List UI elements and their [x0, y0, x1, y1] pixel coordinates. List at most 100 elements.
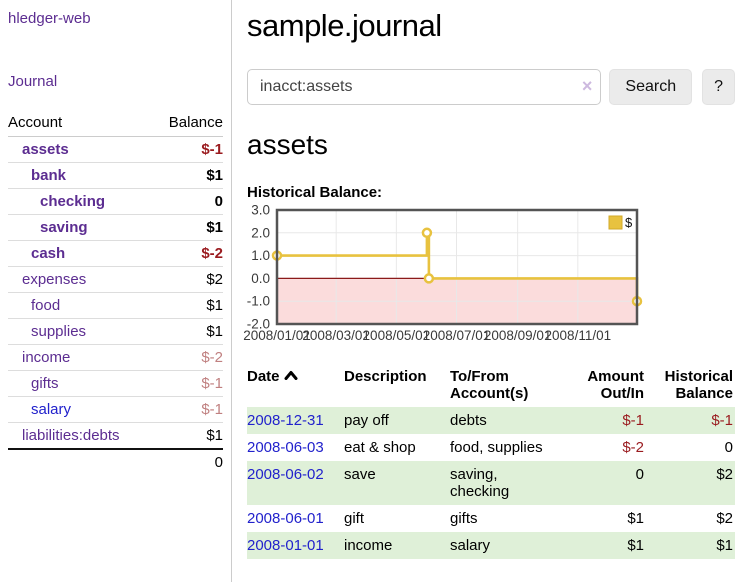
description-cell: gift	[344, 510, 365, 527]
description-cell: save	[344, 466, 376, 483]
brand-link[interactable]: hledger-web	[8, 10, 91, 27]
register-row: 2008-06-01 gift gifts $1 $2	[247, 505, 735, 532]
balance-cell: $2	[716, 510, 733, 527]
register-row: 2008-06-03 eat & shop food, supplies $-2 0	[247, 434, 735, 461]
account-link[interactable]: assets	[22, 141, 69, 158]
account-row: supplies $1	[8, 318, 223, 345]
accounts-header-row: Account Balance	[8, 111, 223, 137]
account-row: liabilities:debts $1	[8, 422, 223, 450]
legend-label: $	[625, 215, 633, 230]
x-axis-tick-label: 2008/01/01	[243, 328, 311, 343]
transaction-date-link[interactable]: 2008-12-31	[247, 412, 324, 429]
accounts-cell: salary	[450, 537, 491, 554]
account-link[interactable]: food	[31, 297, 61, 314]
register-row: 2008-12-31 pay off debts $-1 $-1	[247, 407, 735, 434]
x-axis-tick-label: 2008/05/01	[363, 328, 431, 343]
search-input[interactable]	[247, 69, 602, 105]
account-heading: assets	[247, 129, 328, 160]
account-row: salary $-1	[8, 396, 223, 423]
accounts-table: Account Balance assets $-1 bank $1 checking 0…	[8, 111, 223, 475]
account-row: saving $1	[8, 214, 223, 241]
account-balance: $-2	[152, 344, 223, 371]
x-axis-tick-label: 2008/03/01	[302, 328, 370, 343]
account-row: income $-2	[8, 344, 223, 371]
y-axis-tick-label: 0.0	[251, 271, 270, 286]
register-table: Date Description To/From Account(s) Amou…	[247, 365, 735, 559]
account-row: cash $-2	[8, 240, 223, 267]
register-header-description: Description	[344, 368, 427, 385]
main-panel: sample.journal × Search ? assets Histori…	[243, 0, 735, 559]
search-input-wrap: ×	[247, 69, 602, 105]
plot-border	[275, 208, 639, 326]
register-row: 2008-01-01 income salary $1 $1	[247, 532, 735, 559]
accounts-total-value: 0	[152, 448, 223, 475]
y-axis-tick-label: -1.0	[247, 294, 270, 309]
account-link[interactable]: saving	[40, 219, 88, 236]
amount-cell: $1	[627, 510, 644, 527]
data-point-marker	[423, 273, 435, 284]
transaction-date-link[interactable]: 2008-06-01	[247, 510, 324, 527]
search-button[interactable]: Search	[609, 69, 693, 105]
accounts-cell: gifts	[450, 510, 478, 527]
y-axis-tick-label: -2.0	[247, 317, 270, 332]
account-link[interactable]: expenses	[22, 271, 87, 288]
account-link[interactable]: gifts	[31, 375, 59, 392]
account-balance: $2	[152, 266, 223, 293]
register-header-amount: Amount Out/In	[587, 368, 644, 402]
account-link[interactable]: supplies	[31, 323, 87, 340]
help-button[interactable]: ?	[702, 69, 735, 105]
transaction-date-link[interactable]: 2008-06-02	[247, 466, 324, 483]
account-balance: $-1	[152, 136, 223, 163]
y-axis-tick-label: 2.0	[251, 225, 270, 240]
search-form: × Search ?	[247, 69, 735, 105]
account-balance: $1	[152, 422, 223, 450]
balance-cell: 0	[724, 439, 733, 456]
y-axis-tick-label: 3.0	[251, 203, 270, 218]
account-row: expenses $2	[8, 266, 223, 293]
accounts-total-row: 0	[8, 448, 223, 475]
accounts-cell: saving, checking	[450, 466, 510, 500]
page-title: sample.journal	[247, 8, 442, 43]
account-balance: $-1	[152, 396, 223, 423]
balance-chart-svg: $3.0 2.0 1.0 0.0 -1.0 -2.02008/01/012008/03/0…	[243, 203, 643, 343]
amount-cell: $-2	[622, 439, 644, 456]
register-header-accounts: To/From Account(s)	[450, 368, 529, 402]
account-balance: $1	[152, 318, 223, 345]
accounts-cell: food, supplies	[450, 439, 543, 456]
chart-title: Historical Balance:	[247, 184, 383, 201]
account-link[interactable]: liabilities:debts	[22, 427, 120, 444]
amount-cell: 0	[635, 466, 644, 483]
transaction-date-link[interactable]: 2008-06-03	[247, 439, 324, 456]
sort-ascending-caret-icon	[284, 371, 298, 380]
x-axis-tick-label: 2008/09/01	[484, 328, 552, 343]
account-link[interactable]: income	[22, 349, 71, 366]
transaction-date-link[interactable]: 2008-01-01	[247, 537, 324, 554]
register-header-row: Date Description To/From Account(s) Amou…	[247, 365, 735, 407]
sidebar-item-journal[interactable]: Journal	[8, 73, 58, 90]
balance-cell: $2	[716, 466, 733, 483]
account-balance: $1	[152, 214, 223, 241]
account-row: gifts $-1	[8, 370, 223, 397]
account-link[interactable]: bank	[31, 167, 67, 184]
register-header-balance: Historical Balance	[664, 368, 733, 402]
historical-balance-chart: $3.0 2.0 1.0 0.0 -1.0 -2.0 2008/01/01 2008/03/0…	[243, 203, 735, 350]
balance-cell: $-1	[711, 412, 733, 429]
clear-search-icon[interactable]: ×	[581, 76, 593, 96]
account-balance: $1	[152, 162, 223, 189]
account-row: assets $-1	[8, 136, 223, 163]
account-link[interactable]: cash	[31, 245, 66, 262]
amount-cell: $1	[627, 537, 644, 554]
accounts-header-balance: Balance	[152, 111, 223, 137]
account-row: food $1	[8, 292, 223, 319]
data-point-marker	[421, 227, 433, 239]
account-balance: $-1	[152, 370, 223, 397]
account-link[interactable]: salary	[31, 401, 72, 418]
sidebar: hledger-web Journal Account Balance asse…	[0, 0, 232, 582]
register-header-date: Date	[247, 365, 344, 407]
y-axis-tick-label: 1.0	[251, 248, 270, 263]
description-cell: income	[344, 537, 393, 554]
amount-cell: $-1	[622, 412, 644, 429]
account-link[interactable]: checking	[40, 193, 106, 210]
balance-cell: $1	[716, 537, 733, 554]
x-axis-tick-label: 2008/11/01	[545, 328, 612, 343]
